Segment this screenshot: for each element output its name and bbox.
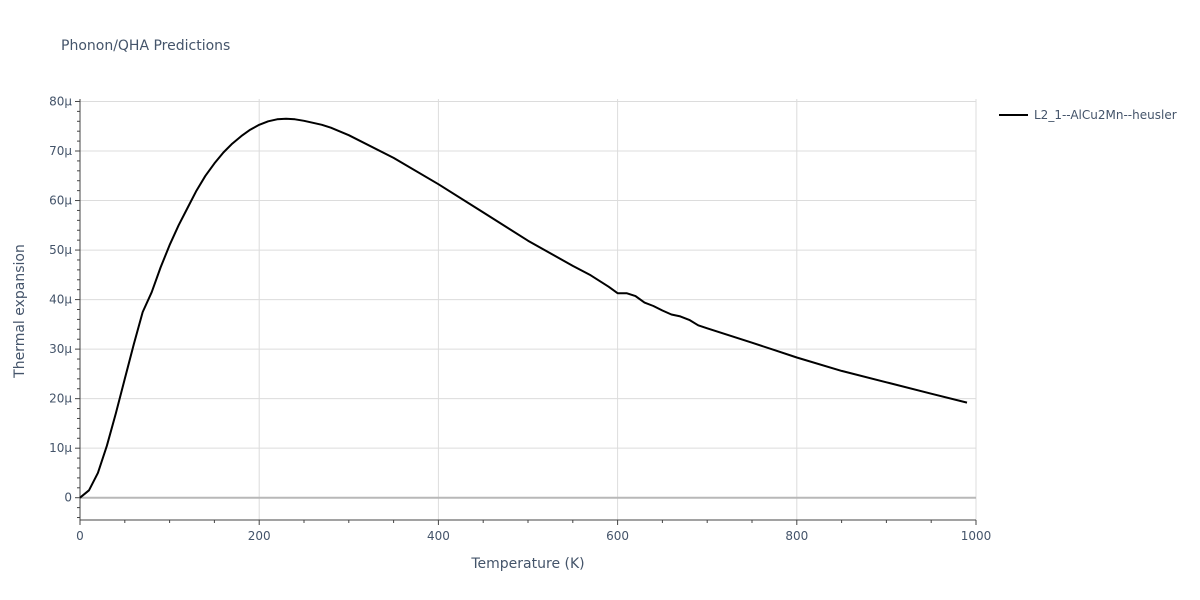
y-tick-label: 0 — [64, 491, 72, 505]
x-tick-labels: 0 200 400 600 800 1000 — [76, 529, 991, 543]
x-tick-label: 400 — [427, 529, 450, 543]
axes — [75, 99, 977, 525]
y-tick-label: 10μ — [49, 441, 72, 455]
x-tick-label: 600 — [606, 529, 629, 543]
x-axis-title: Temperature (K) — [470, 556, 584, 572]
y-tick-label: 20μ — [49, 392, 72, 406]
x-tick-label: 0 — [76, 529, 84, 543]
y-axis-title: Thermal expansion — [12, 244, 28, 379]
series-line — [79, 117, 968, 499]
x-tick-label: 1000 — [961, 529, 992, 543]
grid-lines — [80, 99, 977, 520]
y-tick-label: 30μ — [49, 342, 72, 356]
legend-label: L2_1--AlCu2Mn--heusler — [1034, 108, 1177, 122]
series-lines — [79, 117, 968, 499]
legend: L2_1--AlCu2Mn--heusler — [999, 108, 1177, 122]
y-tick-label: 50μ — [49, 243, 72, 257]
y-tick-label: 80μ — [49, 94, 72, 108]
chart-title: Phonon/QHA Predictions — [61, 38, 230, 54]
x-tick-label: 800 — [785, 529, 808, 543]
x-tick-label: 200 — [248, 529, 271, 543]
y-tick-label: 40μ — [49, 293, 72, 307]
y-tick-label: 60μ — [49, 194, 72, 208]
y-tick-labels: 0 10μ 20μ 30μ 40μ 50μ 60μ 70μ 80μ — [49, 94, 72, 504]
y-tick-label: 70μ — [49, 144, 72, 158]
